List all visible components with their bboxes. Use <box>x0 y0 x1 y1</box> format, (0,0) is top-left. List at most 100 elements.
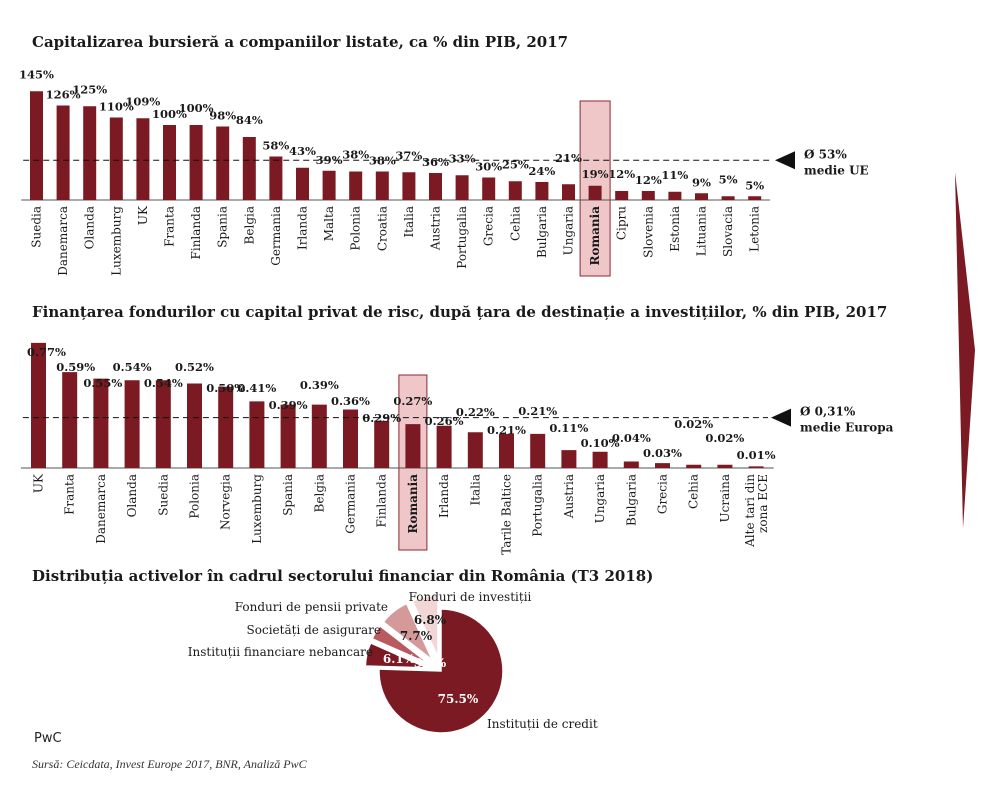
category-label: Spania <box>281 474 295 516</box>
pie-slice <box>378 608 504 734</box>
bar-ungaria <box>592 451 608 468</box>
category-label: Slovacia <box>721 206 735 257</box>
category-label: Malta <box>322 206 336 241</box>
value-label: 37% <box>395 148 422 162</box>
category-label: Finlanda <box>189 206 203 259</box>
bar-austria <box>429 173 442 200</box>
value-label: 0.54% <box>113 360 152 374</box>
bar-franta <box>62 372 78 468</box>
pie-slice <box>371 624 430 665</box>
category-label: Luxemburg <box>250 474 264 544</box>
bar-estonia <box>668 191 682 200</box>
value-label: 0.26% <box>425 414 464 428</box>
bar-slovenia <box>641 191 655 200</box>
value-label: 0.03% <box>643 446 682 460</box>
bar-bulgaria <box>623 461 639 468</box>
category-label: Ungaria <box>593 474 607 523</box>
bar-olanda <box>124 380 140 468</box>
category-label: Ungaria <box>562 206 576 255</box>
category-label: Italia <box>468 474 482 506</box>
category-label: Danemarca <box>56 206 70 276</box>
category-label: Croatia <box>375 206 389 251</box>
category-label: Olanda <box>83 206 97 249</box>
bar-malta <box>322 170 336 200</box>
average-marker-icon <box>771 408 791 427</box>
bar-olanda <box>83 106 97 200</box>
bar-cipru <box>615 191 629 200</box>
bar-germania <box>269 156 283 200</box>
bar-spania <box>280 404 296 468</box>
category-label: Belgia <box>242 206 256 244</box>
slice-value-label: 75.5% <box>438 692 479 706</box>
value-label: 5% <box>719 172 738 186</box>
value-label: 38% <box>342 148 369 162</box>
value-label: 0.52% <box>175 360 214 374</box>
category-label: Bulgaria <box>624 474 638 526</box>
category-label: Letonia <box>748 206 762 252</box>
value-label: 39% <box>316 153 343 167</box>
bar-ungaria <box>562 184 575 200</box>
category-label: Slovenia <box>641 206 655 258</box>
category-label: Finlanda <box>375 474 389 527</box>
category-label: Romania <box>406 474 420 534</box>
bar-tarile-baltice <box>499 433 514 468</box>
category-label: Spania <box>216 206 230 248</box>
category-label: Portugalia <box>531 474 545 537</box>
slice-value-label: 7.7% <box>400 629 433 643</box>
slice-name-label: Societăți de asigurare <box>247 623 381 637</box>
category-label: Franta <box>163 206 177 247</box>
bar-lituania <box>695 193 708 200</box>
bar-belgia <box>242 137 256 200</box>
bar-portugalia <box>530 433 546 468</box>
value-label: 0.50% <box>206 381 245 395</box>
bar-romania <box>588 185 602 200</box>
bar-suedia <box>30 91 43 200</box>
category-label: Portugalia <box>455 206 469 269</box>
bar-croatia <box>375 171 389 200</box>
bar-alte-tari-din-zona-ece <box>748 466 764 468</box>
bar-luxemburg <box>109 117 123 200</box>
value-label: 100% <box>179 101 214 115</box>
average-value-label: Ø 0,31% <box>800 405 856 419</box>
category-label: Germania <box>269 206 283 266</box>
pie-slice <box>411 594 439 658</box>
slice-name-label: Fonduri de pensii private <box>235 600 388 614</box>
category-label: Estonia <box>668 206 682 252</box>
category-label: Irlanda <box>437 474 451 518</box>
value-label: 0.59% <box>56 360 95 374</box>
value-label: 0.39% <box>269 398 308 412</box>
category-label: zona ECE <box>756 474 770 533</box>
bar-italia <box>467 432 483 468</box>
category-label: Lituania <box>695 206 709 256</box>
chart3-title: Distribuția activelor în cadrul sectorul… <box>32 567 654 585</box>
bar-polonia <box>349 171 363 200</box>
slice-name-label: Instituții de credit <box>487 717 598 731</box>
value-label: 0.02% <box>705 431 744 445</box>
bar-portugalia <box>455 175 469 200</box>
value-label: 9% <box>692 175 711 189</box>
value-label: 24% <box>528 164 555 178</box>
bar-uk <box>31 342 46 468</box>
value-label: 0.36% <box>331 394 370 408</box>
value-label: 0.22% <box>456 405 495 419</box>
value-label: 84% <box>236 113 263 127</box>
bar-belgia <box>311 404 327 468</box>
value-label: 0.10% <box>581 436 620 450</box>
value-label: 38% <box>369 154 396 168</box>
value-label: 145% <box>19 67 54 81</box>
value-label: 125% <box>72 82 107 96</box>
chart1-title: Capitalizarea bursieră a companiilor lis… <box>32 33 569 51</box>
bar-suedia <box>155 380 171 468</box>
value-label: 0.77% <box>27 345 66 359</box>
category-label: Polonia <box>188 474 202 519</box>
value-label: 98% <box>209 109 236 123</box>
value-label: 11% <box>661 168 688 182</box>
category-label: Tarile Baltice <box>500 474 514 555</box>
value-label: 0.21% <box>518 404 557 418</box>
slice-value-label: 3.9% <box>414 656 447 670</box>
category-label: Cipru <box>615 206 629 240</box>
category-label: Franta <box>63 474 77 515</box>
category-label: Polonia <box>349 206 363 251</box>
